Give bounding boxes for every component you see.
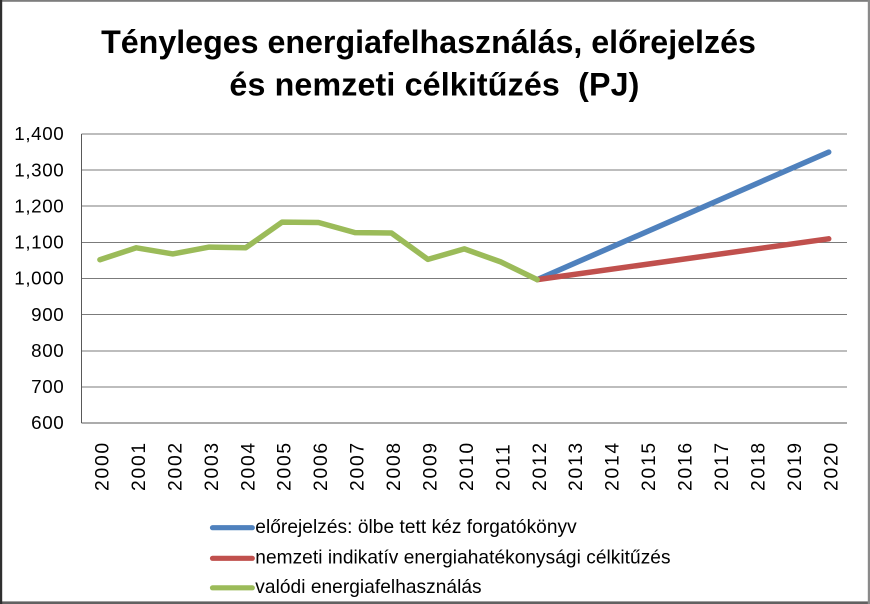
- svg-text:Tényleges energiafelhasználás,: Tényleges energiafelhasználás, előrejelz…: [101, 24, 756, 60]
- svg-text:valódi energiafelhasználás: valódi energiafelhasználás: [255, 577, 481, 598]
- svg-text:2001: 2001: [129, 441, 150, 491]
- svg-text:700: 700: [31, 376, 64, 397]
- svg-text:2012: 2012: [530, 441, 551, 491]
- svg-text:2006: 2006: [311, 441, 332, 491]
- svg-text:1,100: 1,100: [14, 232, 64, 253]
- svg-text:nemzeti indikatív energiahaték: nemzeti indikatív energiahatékonysági cé…: [255, 548, 670, 569]
- svg-text:1,300: 1,300: [14, 159, 64, 180]
- svg-text:előrejelzés: ölbe tett kéz for: előrejelzés: ölbe tett kéz forgatókönyv: [255, 517, 577, 538]
- svg-text:és nemzeti célkitűzés (PJ): és nemzeti célkitűzés (PJ): [229, 67, 639, 103]
- svg-text:2013: 2013: [566, 441, 587, 491]
- svg-text:2009: 2009: [421, 441, 442, 491]
- svg-text:2008: 2008: [384, 441, 405, 491]
- svg-text:2002: 2002: [165, 441, 186, 491]
- svg-text:2010: 2010: [457, 441, 478, 491]
- svg-text:800: 800: [31, 340, 64, 361]
- svg-text:2019: 2019: [785, 441, 806, 491]
- svg-text:1,000: 1,000: [14, 268, 64, 289]
- svg-text:1,400: 1,400: [14, 123, 64, 144]
- svg-text:900: 900: [31, 304, 64, 325]
- svg-text:2004: 2004: [238, 441, 259, 491]
- svg-text:2007: 2007: [348, 441, 369, 491]
- svg-text:2015: 2015: [639, 441, 660, 491]
- svg-text:2020: 2020: [821, 441, 842, 491]
- svg-text:2017: 2017: [712, 441, 733, 491]
- svg-text:2000: 2000: [93, 441, 114, 491]
- svg-text:2005: 2005: [275, 441, 296, 491]
- svg-text:2003: 2003: [202, 441, 223, 491]
- svg-text:2011: 2011: [493, 443, 514, 491]
- svg-text:600: 600: [31, 412, 64, 433]
- svg-text:2014: 2014: [603, 441, 624, 491]
- svg-text:2016: 2016: [676, 441, 697, 491]
- svg-text:1,200: 1,200: [14, 195, 64, 216]
- svg-text:2018: 2018: [748, 441, 769, 491]
